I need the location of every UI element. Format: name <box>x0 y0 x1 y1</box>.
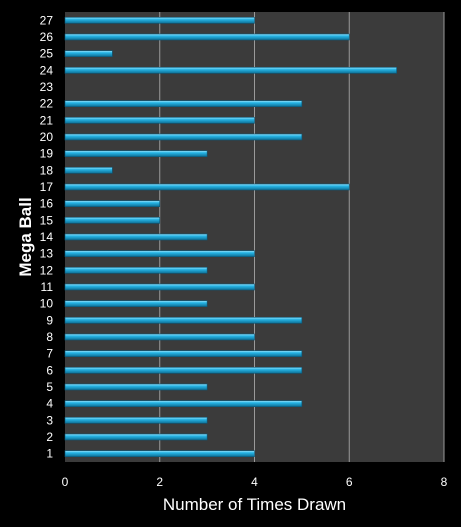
bar-5 <box>64 383 208 391</box>
bar-25 <box>64 50 113 57</box>
x-tick-label: 0 <box>62 475 69 489</box>
bar-15 <box>64 217 161 224</box>
bar-13 <box>64 250 255 257</box>
bar-11 <box>64 283 255 291</box>
y-tick-label: 8 <box>46 330 53 344</box>
bar-2 <box>64 433 208 441</box>
bar-10 <box>64 300 208 307</box>
bar-9 <box>64 317 303 324</box>
bar-3 <box>64 417 208 424</box>
y-tick-label: 19 <box>40 147 54 161</box>
y-tick-label: 25 <box>40 47 54 61</box>
x-tick-labels: 0 2 4 6 8 <box>62 475 448 489</box>
y-tick-label: 17 <box>40 180 54 194</box>
y-tick-label: 18 <box>40 163 54 177</box>
bar-12 <box>64 267 208 274</box>
bar-22 <box>64 100 303 107</box>
bar-18 <box>64 167 113 174</box>
y-tick-label: 10 <box>40 297 54 311</box>
x-axis-title: Number of Times Drawn <box>163 495 346 514</box>
y-tick-label: 22 <box>40 97 54 111</box>
bar-8 <box>64 333 255 341</box>
y-tick-label: 6 <box>46 363 53 377</box>
bar-1 <box>64 450 255 457</box>
bar-21 <box>64 117 255 124</box>
bar-4 <box>64 400 303 407</box>
y-tick-label: 4 <box>46 397 53 411</box>
bars <box>64 17 397 457</box>
x-tick-label: 6 <box>346 475 353 489</box>
y-tick-labels: 1234567891011121314151617181920212223242… <box>40 13 54 460</box>
y-tick-label: 2 <box>46 430 53 444</box>
y-tick-label: 13 <box>40 247 54 261</box>
bar-6 <box>64 367 303 374</box>
y-tick-label: 27 <box>40 13 54 27</box>
y-tick-label: 14 <box>40 230 54 244</box>
bar-24 <box>64 67 397 74</box>
bar-19 <box>64 150 208 157</box>
y-tick-label: 16 <box>40 197 54 211</box>
y-tick-label: 3 <box>46 413 53 427</box>
bar-20 <box>64 133 303 141</box>
x-tick-label: 2 <box>156 475 163 489</box>
x-tick-label: 4 <box>251 475 258 489</box>
y-tick-label: 12 <box>40 263 54 277</box>
bar-27 <box>64 17 255 24</box>
y-tick-label: 1 <box>46 447 53 461</box>
bar-14 <box>64 233 208 241</box>
y-axis-title: Mega Ball <box>16 197 35 276</box>
x-tick-label: 8 <box>441 475 448 489</box>
y-tick-label: 23 <box>40 80 54 94</box>
y-tick-label: 15 <box>40 213 54 227</box>
bar-7 <box>64 350 303 357</box>
bar-26 <box>64 33 350 41</box>
y-tick-label: 21 <box>40 113 54 127</box>
y-tick-label: 7 <box>46 347 53 361</box>
bar-16 <box>64 200 161 207</box>
y-tick-label: 20 <box>40 130 54 144</box>
y-tick-label: 26 <box>40 30 54 44</box>
y-tick-label: 11 <box>41 280 54 294</box>
y-tick-label: 9 <box>46 313 53 327</box>
y-tick-label: 24 <box>40 63 54 77</box>
bar-17 <box>64 183 350 191</box>
y-tick-label: 5 <box>46 380 53 394</box>
